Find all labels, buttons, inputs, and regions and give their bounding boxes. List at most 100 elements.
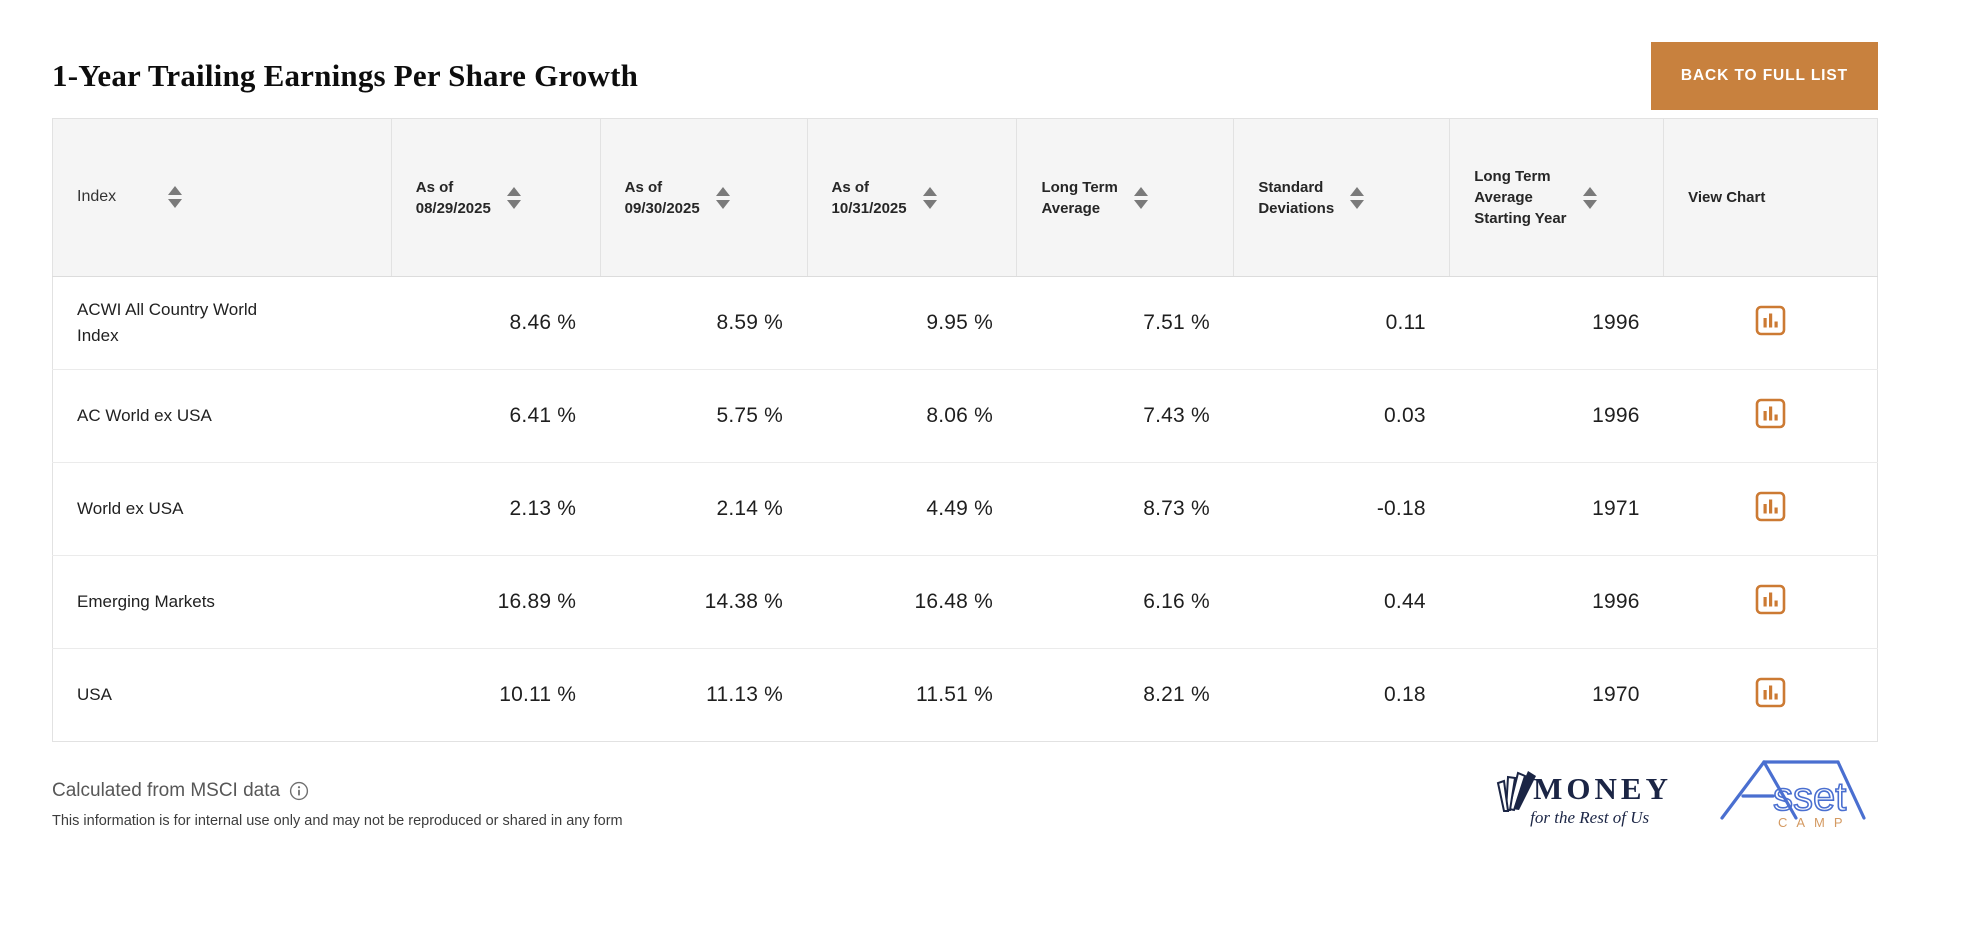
column-label: Long Term	[1041, 178, 1118, 196]
view-chart-button[interactable]	[1755, 584, 1786, 615]
column-label: Standard	[1258, 178, 1324, 196]
column-label: Index	[77, 188, 117, 206]
cell-as-of-3: 9.95 %	[807, 276, 1017, 370]
cell-long-term-average: 6.16 %	[1016, 555, 1234, 649]
cell-starting-year: 1996	[1449, 555, 1664, 649]
cell-as-of-3: 11.51 %	[807, 648, 1017, 742]
cell-as-of-3: 16.48 %	[807, 555, 1017, 649]
cell-standard-deviation: 0.44	[1233, 555, 1450, 649]
cell-index-name: AC World ex USA	[52, 369, 392, 463]
column-label: View Chart	[1688, 189, 1766, 206]
bar-chart-icon	[1755, 584, 1786, 615]
view-chart-button[interactable]	[1755, 491, 1786, 522]
cell-view-chart	[1663, 555, 1878, 649]
disclaimer-text: This information is for internal use onl…	[52, 813, 623, 829]
cell-as-of-3: 4.49 %	[807, 462, 1017, 556]
column-label: 08/29/2025	[415, 199, 491, 217]
column-label: Long Term	[1474, 168, 1551, 185]
column-label: As of	[415, 178, 454, 196]
column-label: Average	[1474, 189, 1533, 206]
bar-chart-icon	[1755, 677, 1786, 708]
cell-long-term-average: 8.73 %	[1016, 462, 1234, 556]
cell-standard-deviation: -0.18	[1233, 462, 1450, 556]
view-chart-button[interactable]	[1755, 305, 1786, 336]
info-icon[interactable]	[289, 781, 309, 801]
cell-long-term-average: 7.51 %	[1016, 276, 1234, 370]
cell-as-of-1: 8.46 %	[391, 276, 601, 370]
cell-index-name: Emerging Markets	[52, 555, 392, 649]
footer: Calculated from MSCI data This informati…	[52, 752, 1878, 830]
cell-index-name: USA	[52, 648, 392, 742]
footer-notes: Calculated from MSCI data This informati…	[52, 752, 623, 829]
sort-icon[interactable]	[1582, 186, 1597, 209]
column-label: As of	[624, 178, 663, 196]
cell-as-of-1: 16.89 %	[391, 555, 601, 649]
cell-standard-deviation: 0.18	[1233, 648, 1450, 742]
top-bar: 1-Year Trailing Earnings Per Share Growt…	[52, 40, 1878, 112]
cell-starting-year: 1970	[1449, 648, 1664, 742]
sort-icon[interactable]	[715, 186, 730, 209]
cell-as-of-2: 8.59 %	[600, 276, 808, 370]
cell-long-term-average: 8.21 %	[1016, 648, 1234, 742]
cell-as-of-3: 8.06 %	[807, 369, 1017, 463]
assetcamp-logo-camp: CAMP	[1778, 815, 1852, 830]
sort-icon[interactable]	[506, 186, 521, 209]
source-note: Calculated from MSCI data	[52, 780, 281, 801]
column-header-long-term-average[interactable]: Long Term Average	[1016, 118, 1235, 277]
cell-long-term-average: 7.43 %	[1016, 369, 1234, 463]
column-label: Starting Year	[1474, 210, 1567, 227]
table-row: AC World ex USA 6.41 % 5.75 % 8.06 % 7.4…	[52, 369, 1878, 463]
cell-index-name: World ex USA	[52, 462, 392, 556]
column-label: 10/31/2025	[831, 199, 907, 217]
sort-icon[interactable]	[168, 186, 183, 209]
cell-standard-deviation: 0.03	[1233, 369, 1450, 463]
column-label: 09/30/2025	[624, 199, 700, 217]
column-header-as-of-1[interactable]: As of 08/29/2025	[391, 118, 601, 277]
table-row: World ex USA 2.13 % 2.14 % 4.49 % 8.73 %…	[52, 462, 1878, 556]
sort-icon[interactable]	[922, 186, 937, 209]
earnings-growth-table: Index As of 08/29/2025	[52, 118, 1878, 742]
cell-starting-year: 1996	[1449, 369, 1664, 463]
money-for-the-rest-of-us-logo: MONEY for the Rest of Us	[1492, 757, 1672, 828]
sort-icon[interactable]	[1350, 186, 1365, 209]
column-label: Deviations	[1258, 199, 1335, 217]
assetcamp-logo: sset CAMP	[1720, 760, 1866, 830]
cell-starting-year: 1971	[1449, 462, 1664, 556]
column-header-index[interactable]: Index	[52, 118, 392, 277]
cell-starting-year: 1996	[1449, 276, 1664, 370]
money-logo-word: MONEY	[1533, 770, 1672, 806]
money-logo-tagline: for the Rest of Us	[1530, 807, 1650, 827]
cell-view-chart	[1663, 369, 1878, 463]
back-to-full-list-button[interactable]: BACK TO FULL LIST	[1650, 42, 1878, 110]
cell-as-of-2: 5.75 %	[600, 369, 808, 463]
column-label: As of	[831, 178, 870, 196]
table-row: Emerging Markets 16.89 % 14.38 % 16.48 %…	[52, 555, 1878, 649]
page: 1-Year Trailing Earnings Per Share Growt…	[52, 40, 1878, 830]
table-row: ACWI All Country World Index 8.46 % 8.59…	[52, 276, 1878, 370]
view-chart-button[interactable]	[1755, 677, 1786, 708]
cell-as-of-1: 6.41 %	[391, 369, 601, 463]
cell-as-of-2: 14.38 %	[600, 555, 808, 649]
footer-logos: MONEY for the Rest of Us sset CAMP	[1492, 752, 1878, 830]
column-header-as-of-3[interactable]: As of 10/31/2025	[807, 118, 1018, 277]
cell-view-chart	[1663, 462, 1878, 556]
cell-index-name: ACWI All Country World Index	[52, 276, 392, 370]
column-header-as-of-2[interactable]: As of 09/30/2025	[600, 118, 808, 277]
cell-standard-deviation: 0.11	[1233, 276, 1450, 370]
view-chart-button[interactable]	[1755, 398, 1786, 429]
money-fan-icon	[1497, 770, 1537, 812]
bar-chart-icon	[1755, 398, 1786, 429]
assetcamp-logo-word: sset	[1773, 775, 1846, 819]
table-header-row: Index As of 08/29/2025	[52, 118, 1878, 277]
bar-chart-icon	[1755, 491, 1786, 522]
sort-icon[interactable]	[1133, 186, 1148, 209]
page-title: 1-Year Trailing Earnings Per Share Growt…	[52, 58, 639, 93]
bar-chart-icon	[1755, 305, 1786, 336]
column-header-standard-deviations[interactable]: Standard Deviations	[1233, 118, 1451, 277]
cell-view-chart	[1663, 276, 1878, 370]
cell-as-of-2: 11.13 %	[600, 648, 808, 742]
column-header-view-chart: View Chart	[1663, 118, 1878, 277]
column-label: Average	[1041, 199, 1101, 217]
table-row: USA 10.11 % 11.13 % 11.51 % 8.21 % 0.18 …	[52, 648, 1878, 742]
column-header-starting-year[interactable]: Long Term Average Starting Year	[1449, 118, 1665, 277]
